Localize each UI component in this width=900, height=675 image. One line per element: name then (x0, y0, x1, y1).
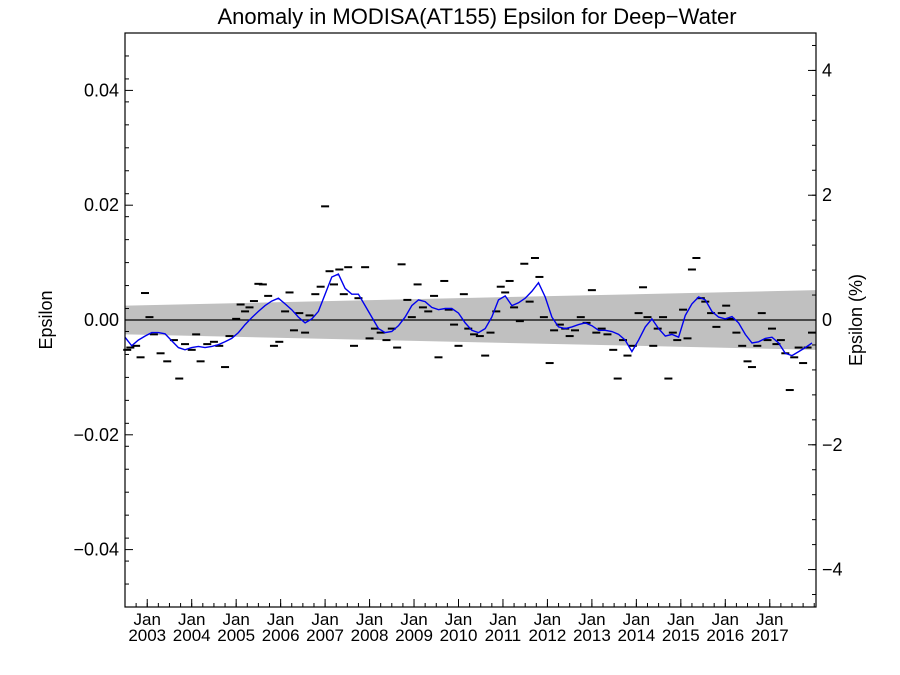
x-tick-year: 2009 (395, 626, 433, 645)
y-axis-label-right: Epsilon (%) (846, 274, 866, 366)
y-tick-label: 0.02 (84, 195, 119, 215)
x-tick-year: 2017 (751, 626, 789, 645)
x-tick-month: Jan (756, 610, 783, 629)
plot-area: 0.040.020.00−0.02−0.04420−2−4Jan2003Jan2… (73, 32, 843, 645)
x-tick-year: 2015 (662, 626, 700, 645)
x-tick-month: Jan (356, 610, 383, 629)
x-tick-year: 2005 (217, 626, 255, 645)
x-tick-year: 2004 (173, 626, 211, 645)
x-tick-month: Jan (578, 610, 605, 629)
y-tick-label: 0.00 (84, 310, 119, 330)
x-tick-year: 2006 (262, 626, 300, 645)
x-tick-month: Jan (489, 610, 516, 629)
y-tick-label: −0.02 (73, 425, 119, 445)
x-tick-month: Jan (267, 610, 294, 629)
chart-title: Anomaly in MODISA(AT155) Epsilon for Dee… (217, 4, 736, 29)
x-tick-month: Jan (445, 610, 472, 629)
y-axis-label: Epsilon (36, 290, 56, 349)
x-tick-year: 2014 (617, 626, 655, 645)
x-tick-year: 2013 (573, 626, 611, 645)
x-tick-month: Jan (178, 610, 205, 629)
y-right-tick-label: 0 (822, 310, 832, 330)
x-tick-month: Jan (712, 610, 739, 629)
x-tick-month: Jan (667, 610, 694, 629)
x-tick-month: Jan (623, 610, 650, 629)
x-tick-month: Jan (222, 610, 249, 629)
x-tick-month: Jan (134, 610, 161, 629)
y-right-tick-label: 4 (822, 60, 832, 80)
x-tick-year: 2007 (306, 626, 344, 645)
x-tick-year: 2011 (485, 626, 522, 645)
y-right-tick-label: −4 (822, 560, 843, 580)
x-tick-month: Jan (534, 610, 561, 629)
x-tick-year: 2012 (529, 626, 567, 645)
y-right-tick-label: −2 (822, 435, 843, 455)
series-line (124, 273, 813, 357)
x-tick-month: Jan (311, 610, 338, 629)
x-tick-year: 2016 (706, 626, 744, 645)
y-tick-label: 0.04 (84, 80, 119, 100)
x-tick-month: Jan (400, 610, 427, 629)
y-tick-label: −0.04 (73, 540, 119, 560)
x-tick-year: 2008 (351, 626, 389, 645)
x-tick-year: 2003 (128, 626, 166, 645)
x-tick-year: 2010 (440, 626, 478, 645)
y-right-tick-label: 2 (822, 185, 832, 205)
